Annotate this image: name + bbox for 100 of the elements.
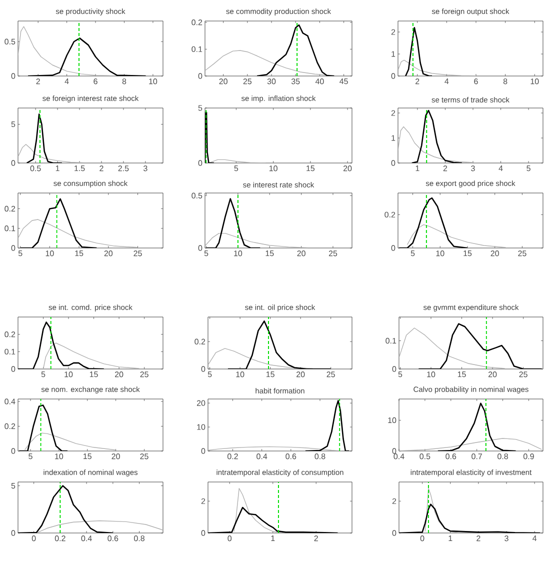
x-tick-label: 20: [490, 250, 499, 256]
x-tick-label: 5: [410, 250, 415, 256]
y-tick-label: 0.1: [192, 46, 202, 52]
x-tick-label: 10: [236, 372, 244, 378]
x-tick-label: 3: [143, 166, 148, 172]
y-tick-label: 0: [198, 73, 202, 79]
y-tick-label: 5: [11, 482, 16, 489]
y-tick-label: 0.1: [386, 338, 396, 344]
y-tick-label: 0.2: [4, 206, 16, 212]
x-tick-label: 2: [476, 536, 480, 542]
x-tick-label: 5: [234, 166, 238, 172]
x-tick-label: 5: [18, 250, 22, 256]
x-tick-label: 0.5: [420, 454, 430, 460]
x-tick-label: 15: [306, 166, 315, 172]
x-tick-label: 15: [84, 454, 92, 460]
y-tick-label: 10: [197, 424, 206, 430]
x-tick-label: 6: [474, 78, 478, 84]
y-tick-label: 0: [201, 366, 206, 372]
x-tick-label: 10: [436, 250, 444, 256]
x-tick-label: 0.2: [54, 536, 66, 542]
x-tick-label: 5: [398, 372, 402, 378]
x-tick-label: 10: [46, 250, 54, 256]
x-tick-label: 0.2: [227, 454, 238, 460]
x-tick-label: 1.5: [74, 166, 85, 172]
y-tick-label: 2: [391, 29, 396, 35]
x-tick-label: 30: [267, 78, 276, 84]
y-tick-label: 0.2: [194, 338, 206, 344]
x-tick-label: 2.5: [118, 166, 129, 172]
y-tick-label: 2: [392, 498, 396, 504]
y-tick-label: 0: [391, 245, 396, 251]
x-tick-label: 25: [140, 454, 148, 460]
y-tick-label: 0: [11, 530, 16, 536]
y-tick-label: 0.1: [4, 348, 16, 354]
x-tick-label: 25: [328, 250, 338, 256]
x-tick-label: 4: [444, 78, 449, 84]
x-tick-label: 5: [526, 166, 530, 172]
y-tick-label: 0: [391, 160, 396, 166]
x-tick-label: 10: [64, 372, 73, 378]
x-tick-label: 0.8: [314, 454, 326, 460]
y-tick-label: 0: [11, 448, 16, 454]
x-tick-label: 15: [464, 250, 472, 256]
x-tick-label: 0.8: [498, 454, 508, 460]
x-tick-label: 2: [443, 166, 448, 172]
y-tick-label: 0.5: [192, 192, 202, 198]
x-tick-label: 0.4: [81, 536, 92, 542]
x-tick-label: 4: [532, 536, 537, 542]
x-tick-label: 3: [471, 166, 475, 172]
y-tick-label: 20: [196, 400, 206, 406]
x-tick-label: 15: [266, 372, 274, 378]
x-tick-label: 20: [296, 372, 305, 378]
y-tick-label: 0.2: [4, 423, 16, 430]
x-tick-label: 3: [504, 536, 508, 542]
y-tick-label: 0: [11, 366, 16, 372]
y-tick-label: 1: [392, 51, 396, 57]
y-tick-label: 0: [11, 245, 16, 251]
x-tick-label: 10: [269, 166, 278, 172]
y-tick-label: 0.5: [4, 38, 16, 44]
x-tick-label: 10: [55, 454, 64, 460]
x-tick-label: 5: [41, 372, 46, 378]
x-tick-label: 2: [36, 78, 40, 84]
x-tick-label: 0.6: [286, 454, 296, 460]
x-tick-label: 0: [228, 536, 232, 542]
y-tick-label: 0: [198, 160, 202, 166]
x-tick-label: 10: [427, 372, 436, 378]
y-tick-label: 2: [391, 110, 396, 116]
y-tick-label: 0.2: [192, 20, 202, 26]
x-tick-label: 40: [315, 78, 324, 84]
x-tick-label: 10: [149, 78, 158, 84]
x-tick-label: 25: [134, 250, 142, 256]
x-tick-label: 20: [219, 78, 228, 84]
x-tick-label: 1: [416, 166, 420, 172]
x-tick-label: 0.8: [134, 536, 144, 542]
y-tick-label: 0: [201, 448, 206, 454]
x-tick-label: 15: [90, 372, 98, 378]
x-tick-label: 20: [112, 454, 120, 460]
y-tick-label: 10: [388, 417, 396, 424]
y-tick-label: 0.4: [4, 398, 16, 404]
x-tick-label: 8: [122, 78, 126, 84]
x-tick-label: 25: [519, 372, 528, 378]
x-tick-label: 8: [503, 78, 508, 84]
x-tick-label: 5: [208, 372, 212, 378]
x-tick-label: 20: [297, 250, 306, 256]
x-tick-label: 0.9: [523, 454, 534, 460]
y-tick-label: 0: [201, 530, 206, 536]
x-tick-label: 20: [115, 372, 124, 378]
x-tick-label: 20: [343, 166, 352, 172]
y-tick-label: 0: [11, 73, 16, 79]
x-tick-label: 2: [314, 536, 318, 542]
x-tick-label: 1: [56, 166, 60, 172]
x-tick-label: 25: [518, 250, 526, 256]
x-tick-label: 15: [75, 250, 84, 256]
y-tick-label: 0.2: [384, 212, 396, 218]
x-tick-label: 5: [28, 454, 32, 460]
y-tick-label: 0.1: [4, 226, 16, 232]
y-tick-label: 2: [201, 498, 206, 504]
x-tick-label: 0.7: [472, 454, 482, 460]
x-tick-label: 15: [266, 250, 274, 256]
x-tick-label: 0.6: [446, 454, 456, 460]
x-tick-label: 25: [243, 78, 252, 84]
x-tick-label: 1: [271, 536, 275, 542]
